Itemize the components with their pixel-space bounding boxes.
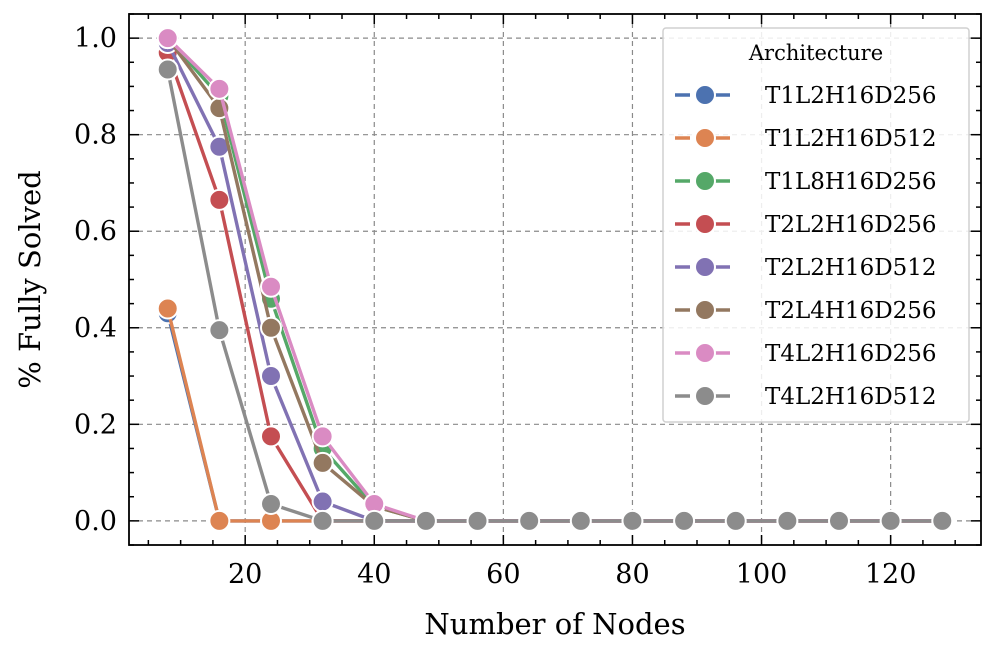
point-T4L2H16D512-48 — [414, 509, 437, 532]
y-tick-label-0.4: 0.4 — [74, 313, 117, 344]
legend-marker-T2L2H16D256 — [694, 213, 716, 235]
point-T4L2H16D256-16 — [208, 77, 231, 100]
legend: Architecture T1L2H16D256 T1L2H16D512 T1L8H… — [662, 27, 970, 423]
y-tick-label-0.2: 0.2 — [74, 409, 117, 440]
legend-item-T1L2H16D256: T1L2H16D256 — [675, 83, 937, 109]
legend-marker-T1L2H16D512 — [694, 127, 716, 149]
point-T2L2H16D256-16 — [208, 188, 231, 211]
legend-label-T2L4H16D256: T2L4H16D256 — [765, 298, 937, 324]
point-T4L2H16D512-104 — [776, 509, 799, 532]
point-T4L2H16D512-88 — [673, 509, 696, 532]
legend-label-T2L2H16D512: T2L2H16D512 — [765, 255, 937, 281]
legend-item-T2L2H16D256: T2L2H16D256 — [675, 212, 937, 238]
legend-marker-T2L2H16D512 — [694, 256, 716, 278]
legend-title: Architecture — [748, 41, 883, 65]
point-T4L2H16D256-32 — [311, 425, 334, 448]
x-tick-label-80: 80 — [615, 559, 649, 590]
y-tick-label-0.6: 0.6 — [74, 216, 117, 247]
point-T4L2H16D512-112 — [828, 509, 850, 532]
legend-item-T1L2H16D512: T1L2H16D512 — [675, 126, 937, 152]
legend-item-T4L2H16D256: T4L2H16D256 — [675, 341, 937, 367]
point-T1L2H16D512-16 — [208, 509, 231, 532]
legend-marker-T2L4H16D256 — [694, 299, 716, 321]
legend-marker-T1L8H16D256 — [694, 170, 716, 192]
series-group — [156, 27, 954, 532]
point-T4L2H16D512-16 — [208, 319, 231, 342]
x-tick-label-60: 60 — [486, 559, 520, 590]
point-T4L2H16D512-40 — [363, 509, 386, 532]
legend-label-T1L2H16D512: T1L2H16D512 — [765, 126, 937, 152]
point-T4L2H16D512-120 — [879, 509, 902, 532]
legend-label-T4L2H16D256: T4L2H16D256 — [765, 341, 937, 367]
point-T4L2H16D512-8 — [156, 58, 179, 81]
y-tick-label-1.0: 1.0 — [74, 23, 117, 54]
legend-label-T1L2H16D256: T1L2H16D256 — [765, 83, 937, 109]
point-T4L2H16D512-128 — [931, 509, 954, 532]
legend-box — [662, 27, 970, 423]
series-line-T4L2H16D512 — [166, 69, 943, 523]
legend-label-T4L2H16D512: T4L2H16D512 — [765, 384, 937, 410]
legend-item-T2L2H16D512: T2L2H16D512 — [675, 255, 937, 281]
legend-label-T1L8H16D256: T1L8H16D256 — [765, 169, 937, 195]
legend-items: T1L2H16D256 T1L2H16D512 T1L8H16D256 T2L2H16… — [675, 83, 937, 410]
point-T4L2H16D512-96 — [724, 509, 747, 532]
legend-marker-T4L2H16D256 — [694, 342, 716, 364]
x-tick-label-20: 20 — [228, 559, 262, 590]
point-T4L2H16D256-24 — [260, 275, 282, 298]
x-tick-label-40: 40 — [357, 559, 391, 590]
legend-label-T2L2H16D256: T2L2H16D256 — [765, 212, 937, 238]
legend-marker-T1L2H16D256 — [694, 84, 716, 106]
point-T4L2H16D512-24 — [260, 492, 282, 515]
legend-item-T2L4H16D256: T2L4H16D256 — [675, 298, 937, 324]
point-T2L2H16D512-32 — [311, 490, 334, 513]
x-tick-label-100: 100 — [736, 559, 788, 590]
point-T2L4H16D256-32 — [311, 451, 334, 474]
ticks — [129, 13, 981, 546]
x-tick-label-120: 120 — [865, 559, 917, 590]
point-T2L2H16D256-24 — [260, 425, 282, 448]
point-T4L2H16D512-64 — [518, 509, 541, 532]
x-axis-title: Number of Nodes — [424, 607, 685, 641]
point-T2L2H16D512-24 — [260, 365, 282, 388]
point-T4L2H16D512-72 — [569, 509, 592, 532]
y-tick-label-0.8: 0.8 — [74, 120, 117, 151]
series-T4L2H16D512 — [156, 58, 954, 532]
point-T4L2H16D512-32 — [311, 509, 334, 532]
point-T1L2H16D512-8 — [156, 297, 179, 320]
tick-labels: 20 40 60 80 100 120 0.0 0.2 0.4 0.6 0.8 1.0 — [74, 23, 916, 590]
point-T4L2H16D512-80 — [621, 509, 644, 532]
point-T2L4H16D256-24 — [260, 316, 282, 339]
legend-item-T1L8H16D256: T1L8H16D256 — [675, 169, 937, 195]
y-tick-label-0.0: 0.0 — [74, 506, 117, 537]
legend-marker-T4L2H16D512 — [694, 385, 716, 407]
grid — [129, 14, 981, 545]
point-T4L2H16D512-56 — [466, 509, 489, 532]
point-T4L2H16D256-8 — [156, 27, 179, 50]
legend-item-T4L2H16D512: T4L2H16D512 — [675, 384, 937, 410]
y-axis-title: % Fully Solved — [13, 170, 47, 388]
